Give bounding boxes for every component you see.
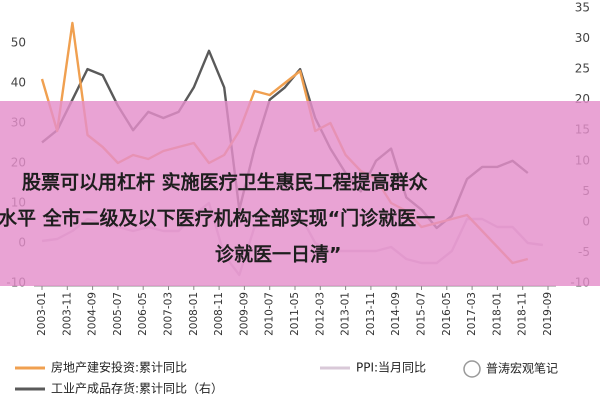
- x-tick-label: 2018-11: [517, 292, 529, 336]
- watermark: 普涛宏观笔记: [486, 361, 558, 376]
- y-tick-label: 40: [11, 76, 26, 90]
- y-tick-label: 50: [11, 36, 26, 50]
- x-tick-label: 2004-09: [87, 292, 99, 336]
- watermark-icon: [463, 360, 481, 378]
- x-tick-label: 2007-03: [163, 292, 175, 336]
- x-tick-label: 2013-01: [340, 292, 352, 336]
- legend-label: PPI:当月同比: [356, 361, 426, 375]
- overlay-text: 股票可以用杠杆 实施医疗卫生惠民工程提高群众: [22, 171, 428, 194]
- x-tick-label: 2015-07: [416, 292, 428, 336]
- x-tick-label: 2003-11: [61, 292, 73, 336]
- y2-tick-label: 35: [575, 1, 590, 15]
- legend-label: 房地产建安投资:累计同比: [51, 360, 187, 375]
- y2-tick-label: 30: [575, 31, 590, 45]
- x-tick-label: 2018-01: [491, 292, 503, 336]
- x-tick-label: 2005-07: [112, 292, 124, 336]
- x-tick-label: 2014-09: [390, 292, 402, 336]
- x-tick-label: 2013-11: [365, 292, 377, 336]
- x-tick-label: 2016-05: [441, 292, 453, 336]
- x-tick-label: 2010-07: [264, 292, 276, 336]
- legend-label: 工业产成品存货:累计同比（右）: [51, 381, 223, 396]
- x-tick-label: 2009-09: [238, 292, 250, 336]
- y2-tick-label: 25: [575, 62, 590, 76]
- x-tick-label: 2003-01: [36, 292, 48, 336]
- x-tick-label: 2008-11: [213, 292, 225, 336]
- x-tick-label: 2012-03: [314, 292, 326, 336]
- x-tick-label: 2008-01: [188, 292, 200, 336]
- x-tick-label: 2019-09: [542, 292, 554, 336]
- overlay-text: 水平 全市二级及以下医疗机构全部实现“门诊就医一: [0, 207, 435, 230]
- overlay-text: 诊就医一日清”: [215, 243, 342, 266]
- x-tick-label: 2017-03: [466, 292, 478, 336]
- overlay-banner: [0, 101, 600, 286]
- x-tick-label: 2011-05: [289, 292, 301, 336]
- x-tick-label: 2006-05: [137, 292, 149, 336]
